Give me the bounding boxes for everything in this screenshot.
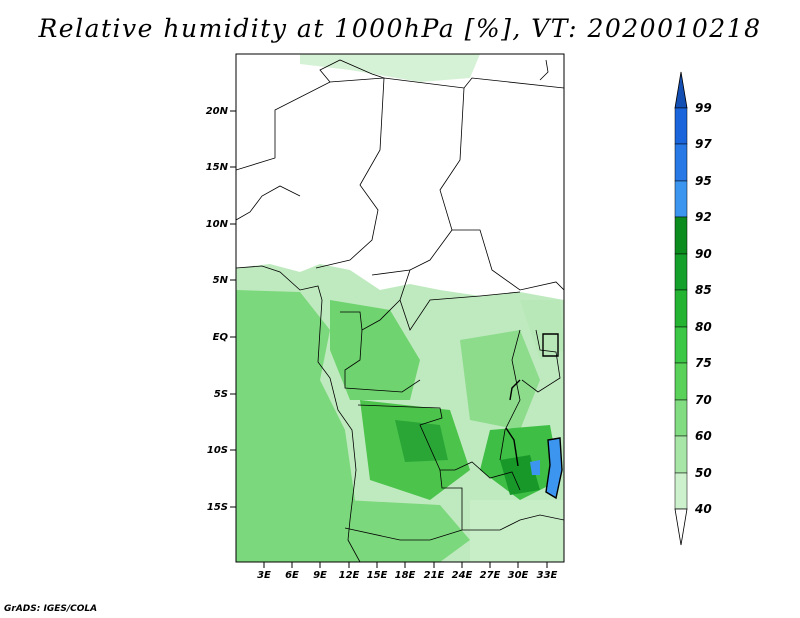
lon-tick-label: 27E <box>480 570 501 581</box>
lon-tick-label: 33E <box>537 570 558 581</box>
lon-tick-label: 18E <box>395 570 416 581</box>
lon-tick-label: 24E <box>452 570 473 581</box>
colorbar-level-label: 70 <box>695 393 712 407</box>
colorbar-swatch <box>674 362 688 401</box>
lat-tick-label: 15N <box>206 162 229 173</box>
colorbar-level-label: 99 <box>695 101 712 115</box>
lat-tick-label: 5N <box>213 275 229 286</box>
colorbar-level-label: 97 <box>695 137 712 151</box>
lon-tick-label: 21E <box>424 570 445 581</box>
colorbar-top-cap <box>674 71 688 109</box>
map-frame <box>235 53 565 563</box>
lon-tick-label: 3E <box>257 570 271 581</box>
colorbar-level-label: 50 <box>695 466 712 480</box>
colorbar-swatch <box>674 216 688 255</box>
colorbar-swatch <box>674 326 688 364</box>
colorbar-level-label: 95 <box>695 174 712 188</box>
colorbar-level-label: 40 <box>694 502 712 516</box>
credit-label: GrADS: IGES/COLA <box>4 604 98 614</box>
humidity-field <box>236 54 564 562</box>
lat-tick-label: 5S <box>214 389 228 400</box>
latitude-axis: 20N 15N 10N 5N EQ 5S 10S 15S <box>206 106 236 513</box>
lon-tick-label: 12E <box>339 570 360 581</box>
colorbar-level-label: 75 <box>695 356 712 370</box>
colorbar-swatch <box>674 180 688 218</box>
lat-tick-label: EQ <box>213 332 229 343</box>
lon-tick-label: 9E <box>313 570 327 581</box>
longitude-axis: 3E 6E 9E 12E 15E 18E 21E 24E 27E 30E 33E <box>257 562 558 581</box>
lon-tick-label: 15E <box>367 570 388 581</box>
colorbar-swatch <box>674 143 688 182</box>
lat-tick-label: 10S <box>207 445 228 456</box>
colorbar-swatch <box>674 289 688 328</box>
lat-tick-label: 10N <box>206 219 229 230</box>
lon-tick-label: 6E <box>285 570 299 581</box>
lat-tick-label: 15S <box>207 502 228 513</box>
colorbar-level-label: 85 <box>695 283 712 297</box>
colorbar-swatch <box>674 472 688 510</box>
lon-tick-label: 30E <box>508 570 529 581</box>
colorbar-level-label: 92 <box>695 210 712 224</box>
colorbar-level-label: 80 <box>695 320 712 334</box>
colorbar-swatch <box>674 107 688 145</box>
map-title: Relative humidity at 1000hPa [%], VT: 20… <box>38 14 762 43</box>
lat-tick-label: 20N <box>206 106 229 117</box>
colorbar-level-label: 60 <box>695 429 712 443</box>
colorbar-swatch <box>674 253 688 291</box>
colorbar-level-label: 90 <box>695 247 712 261</box>
colorbar-swatch <box>674 435 688 474</box>
colorbar-bottom-cap <box>674 508 688 546</box>
colorbar-swatch <box>674 399 688 437</box>
colorbar: 99 97 95 92 90 85 80 75 70 60 50 40 <box>674 71 712 546</box>
